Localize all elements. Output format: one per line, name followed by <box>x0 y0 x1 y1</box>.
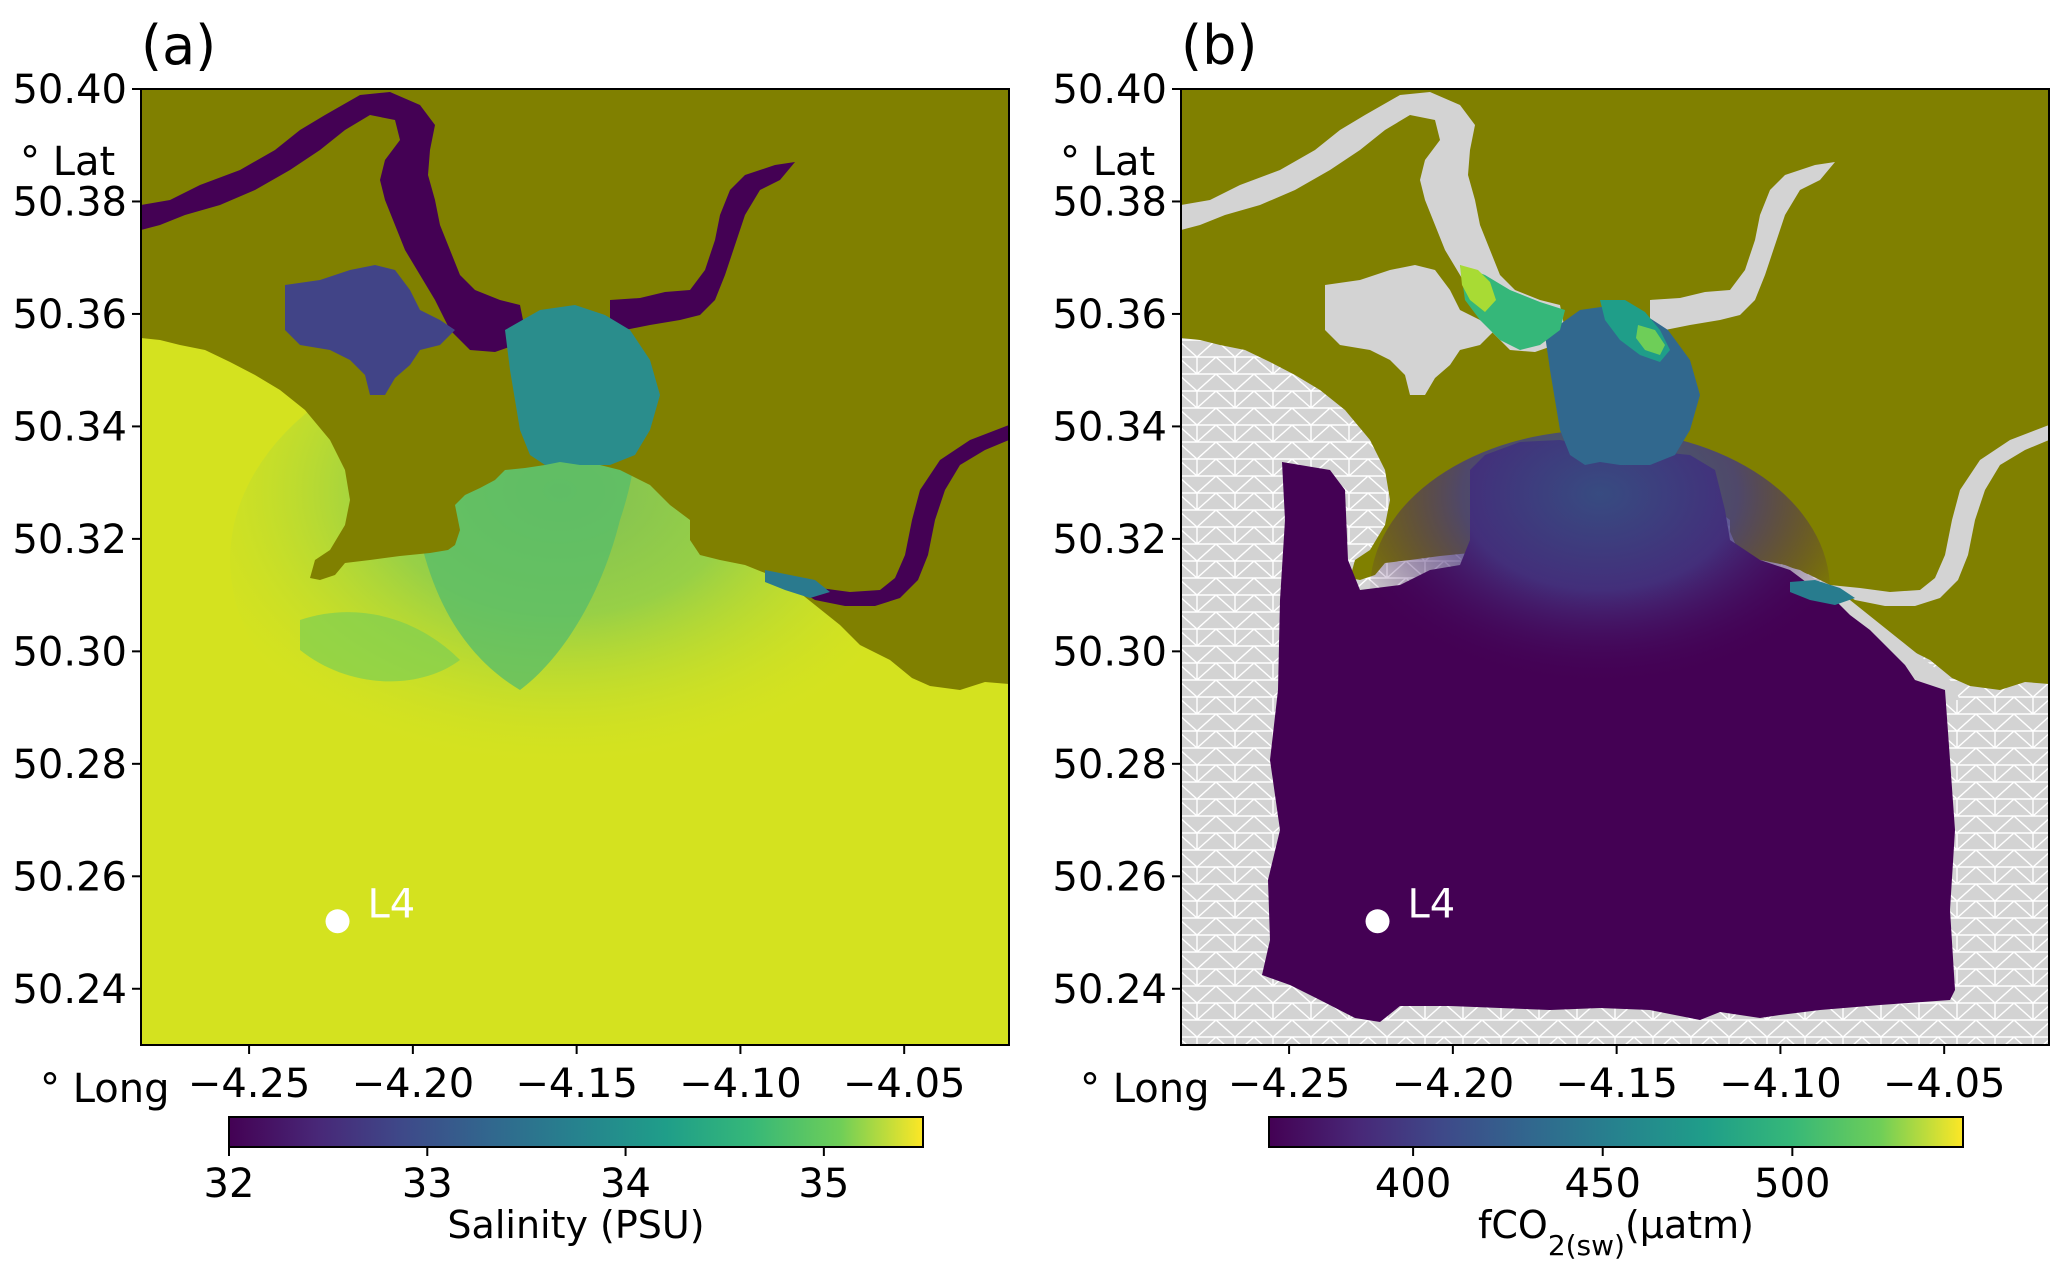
fco2-yealm-mouth <box>1790 580 1855 605</box>
long-unit-label-b: ° Long <box>1080 1066 1210 1112</box>
x-tick-label: −4.20 <box>1392 1061 1515 1107</box>
y-tick-label: 50.34 <box>1052 404 1167 450</box>
y-ticks-a: 50.40 50.38 50.36 50.34 50.32 50.30 50.28 50.26… <box>12 67 141 1013</box>
estuary-yealm <box>790 425 1009 606</box>
plume-west <box>300 612 460 682</box>
river-mesh-yealm <box>1830 425 2049 606</box>
x-tick-label: −4.15 <box>1555 1061 1678 1107</box>
y-tick-label: 50.24 <box>1052 967 1167 1013</box>
salinity-map-a: L4 <box>141 89 1009 1045</box>
y-tick-label: 50.30 <box>1052 629 1167 675</box>
colorbar-tick-label: 33 <box>402 1161 453 1207</box>
x-tick-label: −4.05 <box>843 1061 966 1107</box>
x-ticks-b: −4.25 −4.20 −4.15 −4.10 −4.05 <box>1228 1045 2006 1107</box>
colorbar-b <box>1268 1116 1964 1148</box>
y-tick-label: 50.32 <box>1052 517 1167 563</box>
x-tick-label: −4.05 <box>1883 1061 2006 1107</box>
y-tick-label: 50.24 <box>12 967 127 1013</box>
y-tick-label: 50.38 <box>12 179 127 225</box>
x-tick-label: −4.10 <box>1719 1061 1842 1107</box>
y-tick-label: 50.36 <box>12 292 127 338</box>
estuary-plym <box>610 162 795 330</box>
colorbar-tick-label: 500 <box>1754 1161 1830 1207</box>
fco2-estuary-highest <box>1460 265 1496 312</box>
long-unit-label-a: ° Long <box>40 1066 170 1112</box>
lat-unit-label-b: ° Lat <box>1060 139 1155 185</box>
colorbar-label-a: Salinity (PSU) <box>447 1203 704 1247</box>
sound-mixing-zone <box>505 305 660 465</box>
panel-label-a: (a) <box>141 14 216 77</box>
lat-unit-label-a: ° Lat <box>20 139 115 185</box>
y-tick-label: 50.36 <box>1052 292 1167 338</box>
river-mesh-plym <box>1650 162 1835 330</box>
fco2-plume <box>1370 430 1830 750</box>
station-label-l4-b: L4 <box>1408 881 1456 927</box>
x-tick-label: −4.20 <box>352 1061 475 1107</box>
fco2-hotspot <box>1636 325 1665 355</box>
axes-frame-b <box>1180 88 2050 1046</box>
y-tick-label: 50.28 <box>1052 742 1167 788</box>
colorbar-tick-label: 400 <box>1375 1161 1451 1207</box>
station-marker-l4-a <box>325 909 350 934</box>
y-tick-label: 50.40 <box>12 67 127 113</box>
colorbar-tick-label: 450 <box>1565 1161 1641 1207</box>
y-tick-label: 50.28 <box>12 742 127 788</box>
y-tick-label: 50.38 <box>1052 179 1167 225</box>
x-tick-label: −4.25 <box>188 1061 311 1107</box>
colorbar-ticks-b: 400 450 500 <box>1375 1147 1831 1207</box>
colorbar-label-b: fCO2(sw)(µatm) <box>1478 1203 1754 1262</box>
y-tick-label: 50.26 <box>12 854 127 900</box>
y-ticks-b: 50.40 50.38 50.36 50.34 50.32 50.30 50.28 50.26… <box>1052 67 1181 1013</box>
river-mesh-tavy <box>1325 265 1495 395</box>
colorbar-a <box>228 1116 924 1148</box>
panel-b: L4 (b) ° Lat ° Long 50.40 50.38 50.36 50.34… <box>1052 14 2050 1262</box>
colorbar-ticks-a: 32 33 34 35 <box>204 1147 849 1207</box>
x-ticks-a: −4.25 −4.20 −4.15 −4.10 −4.05 <box>188 1045 966 1107</box>
colorbar-tick-label: 35 <box>798 1161 849 1207</box>
colorbar-tick-label: 34 <box>600 1161 651 1207</box>
x-tick-label: −4.25 <box>1228 1061 1351 1107</box>
yealm-mouth-mixing <box>765 570 830 598</box>
estuary-tamar-mid <box>285 265 455 395</box>
y-tick-label: 50.34 <box>12 404 127 450</box>
y-tick-label: 50.30 <box>12 629 127 675</box>
estuary-tamar <box>141 92 525 352</box>
x-tick-label: −4.10 <box>679 1061 802 1107</box>
panel-a: L4 (a) ° Lat ° Long 50.40 50.38 50.36 50.34… <box>12 14 1010 1247</box>
y-tick-label: 50.40 <box>1052 67 1167 113</box>
y-tick-label: 50.26 <box>1052 854 1167 900</box>
colorbar-tick-label: 32 <box>204 1161 255 1207</box>
station-label-l4-a: L4 <box>368 881 416 927</box>
y-tick-label: 50.32 <box>12 517 127 563</box>
panel-label-b: (b) <box>1181 14 1257 77</box>
axes-frame-a <box>140 88 1010 1046</box>
x-tick-label: −4.15 <box>515 1061 638 1107</box>
fco2-map-b: L4 <box>1181 89 2049 1045</box>
station-marker-l4-b <box>1365 909 1390 934</box>
